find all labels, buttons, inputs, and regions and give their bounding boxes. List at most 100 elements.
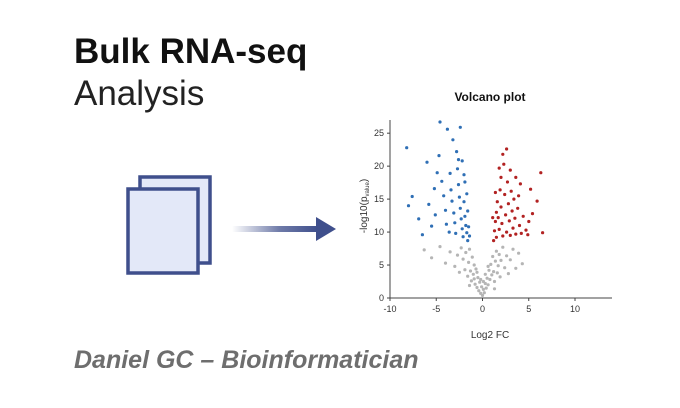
point-down [466,239,470,243]
point-ns [472,277,476,281]
point-ns [475,285,479,290]
point-ns [489,262,493,266]
point-up [507,219,511,223]
point-ns [461,257,465,261]
point-up [511,226,515,230]
point-ns [476,276,480,280]
point-down [438,120,442,124]
point-ns [478,280,482,284]
point-up [496,216,500,220]
point-ns [517,251,521,255]
point-ns [472,263,476,267]
point-ns [464,250,468,255]
point-down [432,187,436,191]
point-up [504,213,508,217]
point-ns [467,247,472,251]
y-tick-label: 25 [374,128,384,138]
chart-title: Volcano plot [454,90,525,104]
point-up [499,175,503,179]
y-tick-label: 10 [374,227,384,237]
point-ns [490,273,494,277]
x-tick-label: -10 [383,304,396,314]
y-tick-label: 20 [374,161,384,171]
point-ns [494,249,498,253]
documents-stack-icon [126,175,212,275]
point-down [467,225,471,229]
point-ns [520,262,524,266]
point-down [444,222,448,226]
point-up [514,232,518,236]
point-ns [471,272,475,276]
point-up [521,214,525,218]
point-ns [482,291,486,295]
point-down [457,195,461,199]
point-ns [453,264,457,268]
point-ns [498,275,502,279]
point-down [447,230,451,234]
point-ns [492,270,496,274]
point-ns [455,253,460,257]
point-up [492,229,497,233]
point-ns [448,250,452,254]
point-ns [493,259,497,263]
point-ns [506,272,510,276]
point-down [465,192,469,196]
point-up [491,216,495,220]
point-up [518,182,522,186]
point-down [456,183,461,187]
point-down [461,235,465,239]
point-down [448,171,452,175]
point-down [456,158,461,162]
point-up [494,235,498,239]
volcano-plot-chart: Volcano plot -10 -5 0 5 10 0 5 10 15 20 25 Log2 FC… [359,90,612,341]
point-ns [457,270,461,274]
point-down [427,202,431,206]
point-down [437,154,441,158]
point-up [524,228,528,232]
point-ns [467,283,472,288]
point-up [514,175,518,179]
point-ns [467,260,471,264]
point-ns [492,279,497,284]
point-up [509,189,513,193]
point-down [445,127,449,131]
point-up [529,187,533,191]
point-ns [492,287,497,291]
point-down [466,209,470,213]
point-up [506,202,510,206]
point-down [430,224,434,228]
point-down [460,227,464,231]
point-down [462,200,466,204]
point-ns [475,270,479,274]
point-ns [481,279,485,284]
point-ns [438,245,442,249]
point-ns [495,271,499,275]
point-up [502,162,506,166]
point-ns [474,267,478,271]
point-ns [480,293,485,297]
front-document [126,187,200,275]
point-up [492,239,496,243]
point-down [465,231,469,235]
point-ns [422,248,426,252]
y-tick-label: 5 [379,260,384,270]
point-down [410,194,414,199]
point-up [535,199,539,203]
point-up [493,219,497,224]
point-up [516,206,520,210]
x-axis-label: Log2 FC [471,330,509,341]
point-up [517,194,521,198]
point-ns [485,276,489,280]
point-down [459,217,463,221]
point-ns [483,281,487,286]
point-up [493,190,497,195]
point-down [406,204,411,208]
point-down [433,213,437,217]
point-up [501,152,505,156]
slide-title-light: Analysis [74,74,205,113]
x-tick-label: 0 [480,304,485,314]
point-up [513,216,517,220]
point-up [519,231,523,235]
point-up [530,212,535,216]
point-down [420,233,424,237]
